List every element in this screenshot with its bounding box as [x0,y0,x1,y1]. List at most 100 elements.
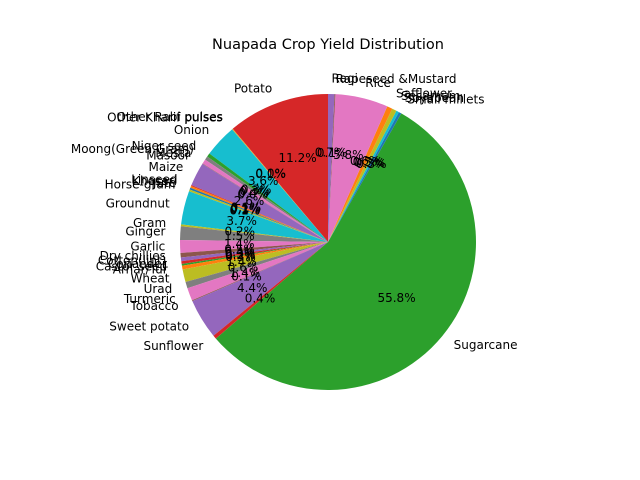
chart-title: Nuapada Crop Yield Distribution [212,37,444,53]
slice-label-29: Small millets [407,92,484,106]
pie-slice-22 [182,242,328,283]
pie-slice-5 [205,156,328,242]
slice-pct-7: 0.0% [237,187,268,201]
slice-label-21: Arhar/Tur [113,263,168,277]
slice-pct-9: 0.1% [231,201,262,215]
slice-label-18: Cotton(lint) [98,254,166,268]
slice-pct-13: 3.7% [226,214,257,228]
slice-label-20: Castor seed [96,260,167,274]
slice-label-6: Mesta [155,146,191,160]
pie-slice-29 [328,112,402,243]
pie-slice-27 [213,242,328,339]
slice-label-34: Rapeseed &Mustard [336,72,457,86]
slice-pct-17: 0.5% [224,242,255,256]
pie-slice-13 [181,191,328,242]
pie-slice-10 [190,186,328,242]
slice-label-4: Niger seed [132,139,197,153]
slice-label-33: Rice [365,76,391,90]
pie-slice-6 [202,159,328,242]
pie-slice-18 [180,242,328,262]
pie-slice-17 [180,242,328,258]
pie-slice-30 [328,110,399,242]
pie-slice-25 [191,242,328,302]
slice-pct-22: 1.4% [226,255,257,269]
slice-pct-2: 0.1% [255,167,286,181]
slice-label-14: Gram [133,216,166,230]
slice-pct-31: 0.5% [353,155,384,169]
slice-label-1: Other Rabi pulses [116,110,223,124]
pie-slice-16 [180,240,328,253]
pie-slice-34 [328,94,336,242]
slice-pct-4: 0.3% [241,182,272,196]
slice-label-26: Sweet potato [109,319,189,333]
slice-pct-1: 0.0% [255,167,286,181]
slice-label-27: Sunflower [143,339,203,353]
slice-label-23: Urad [144,282,173,296]
slice-pct-15: 1.5% [224,229,255,243]
slice-pct-8: 2.6% [234,194,265,208]
slice-pct-16: 1.4% [224,237,255,251]
slice-label-2: Other Kharif pulses [107,110,222,124]
pie-slice-7 [202,163,328,242]
slice-label-9: Linseed [131,172,177,186]
slice-label-25: Tobacco [129,299,178,313]
pie-slice-19 [181,242,328,264]
slice-pct-23: 0.6% [228,260,259,274]
slice-pct-18: 0.4% [225,245,256,259]
pie-slice-9 [190,185,328,242]
slice-label-10: Khesari [132,174,177,188]
slice-pct-21: 0.3% [225,250,256,264]
slice-pct-3: 3.6% [248,174,279,188]
slice-label-12: Horse-gram [105,178,176,192]
slice-label-30: Soyabean [405,91,464,105]
pie-slices [180,94,476,390]
slice-pct-34: 0.1% [317,146,348,160]
pie-slice-8 [191,163,328,242]
slice-pct-20: 0.2% [225,248,256,262]
pie-slice-31 [328,108,397,242]
pie-slice-35 [328,94,335,242]
slice-label-35: Ragi [332,72,358,86]
pie-slice-14 [180,224,328,242]
slice-pct-26: 4.4% [237,281,268,295]
slice-label-32: Safflower [396,87,452,101]
slice-pct-5: 0.3% [240,184,271,198]
pie-slice-24 [187,242,328,301]
slice-label-0: Potato [234,82,272,96]
slice-pct-35: 0.7% [315,146,346,160]
slice-pct-27: 0.4% [245,292,276,306]
slice-label-11: Jute [152,176,176,190]
slice-label-17: Dry chillies [100,249,166,263]
slice-label-28: Sugarcane [454,338,518,352]
slice-label-5: Moong(Green Gram) [71,142,194,156]
pie-slice-12 [188,189,328,242]
slice-label-16: Garlic [130,239,165,253]
slice-pct-10: 0.1% [230,201,261,215]
pie-slice-4 [207,153,328,242]
slice-pct-14: 0.2% [225,224,256,238]
slice-pct-19: 0.3% [225,247,256,261]
pie-slice-28 [215,113,476,390]
slice-label-8: Maize [149,160,184,174]
slice-label-31: Sesamum [401,89,461,103]
pie-slice-26 [192,242,328,336]
slice-pct-32: 0.6% [350,154,381,168]
pie-slice-21 [181,242,328,270]
slice-label-24: Turmeric [123,292,176,306]
pie-slice-15 [180,226,328,242]
pie-labels: Potato 11.2% Other Rabi pulses 0.0% Other Kh… [71,72,518,353]
slice-label-7: Masoor [146,148,190,162]
slice-pct-11: 0.2% [230,202,261,216]
slice-pct-30: 0.3% [355,156,386,170]
slice-label-22: Wheat [131,272,170,286]
slice-label-13: Groundnut [106,197,170,211]
pie-slice-32 [328,106,393,242]
slice-label-15: Ginger [125,225,165,239]
slice-pct-28: 55.8% [377,291,415,305]
slice-pct-12: 0.1% [230,204,261,218]
pie-slice-2 [232,129,328,242]
slice-pct-25: 0.1% [231,270,262,284]
pie-slice-23 [185,242,328,289]
